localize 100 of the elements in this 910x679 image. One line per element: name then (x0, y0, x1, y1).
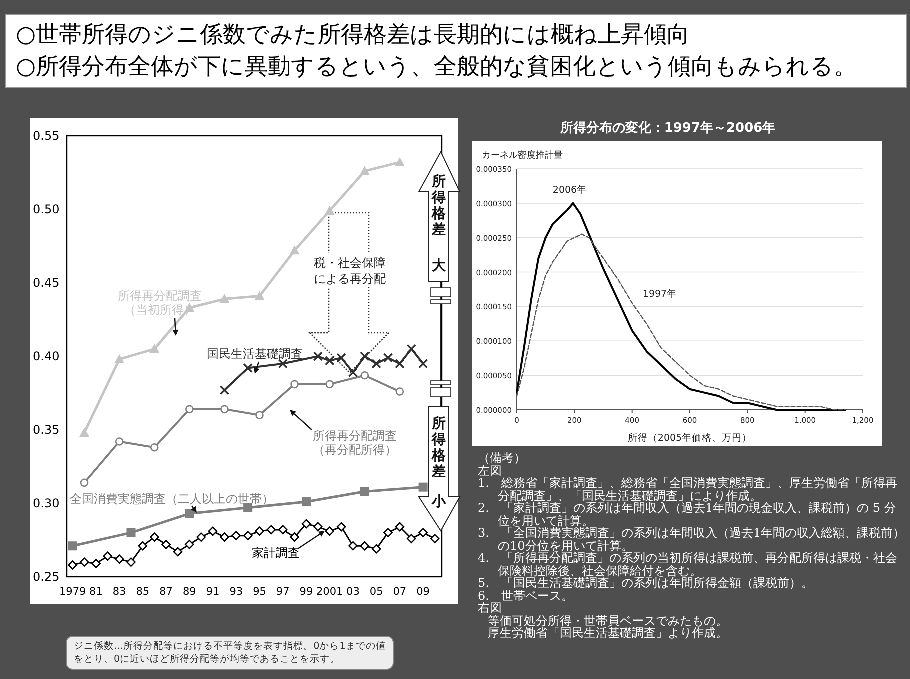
point (325, 526, 334, 536)
point (138, 541, 148, 551)
point (114, 354, 125, 364)
x-tick-label: 87 (160, 586, 173, 598)
point (372, 358, 382, 369)
point (360, 166, 370, 176)
point (150, 443, 159, 452)
y-tick-label: 0.55 (33, 129, 60, 143)
point (326, 380, 334, 389)
point (302, 498, 311, 507)
y-tick-label: 0.45 (33, 276, 60, 290)
point (80, 428, 90, 437)
point (208, 526, 218, 536)
point (220, 294, 230, 304)
point (80, 558, 90, 567)
point (396, 388, 404, 396)
x-tick-label: 85 (136, 586, 150, 598)
point (336, 353, 346, 363)
point (406, 344, 417, 354)
point (290, 246, 300, 255)
point (150, 532, 160, 542)
point (68, 542, 78, 551)
point (255, 526, 264, 536)
point (80, 478, 89, 488)
point (243, 531, 253, 540)
point (186, 405, 194, 414)
point (290, 532, 300, 542)
point (418, 358, 428, 369)
point (232, 531, 242, 540)
point (372, 544, 382, 554)
x-axis-title: 所得（2005年価格、万円） (628, 432, 752, 444)
point (220, 385, 230, 396)
x-tick-label: 91 (206, 586, 220, 598)
point (360, 371, 370, 380)
point (418, 528, 428, 538)
point (324, 206, 335, 215)
x-tick-label: 95 (253, 586, 266, 598)
text: 6. 世帯ベース。 (478, 588, 574, 602)
point (278, 358, 288, 369)
text: 所得再分配調査（再分配所得） (313, 429, 397, 457)
point (185, 509, 194, 518)
point (360, 352, 370, 362)
series-label: 1997年 (642, 288, 678, 300)
point (313, 352, 324, 362)
text: 厚生労働省「国民生活基礎調査」より作成。 (487, 626, 729, 640)
point (406, 534, 416, 544)
annotation: 税・社会保障による再分配 (314, 256, 386, 286)
y-tick-label: 0.25 (33, 570, 60, 584)
point (266, 525, 276, 535)
series-label: 全国消費実態調査（二人以上の世帯） (70, 492, 274, 506)
point (173, 547, 183, 557)
point (150, 344, 160, 354)
chart-title: 所得分布の変化：1997年～2006年 (559, 120, 776, 136)
point (114, 554, 124, 564)
point (336, 522, 346, 532)
series-label: 2006年 (552, 184, 588, 196)
point (256, 411, 264, 420)
point (126, 558, 136, 567)
series-label: 家計調査 (252, 546, 300, 560)
x-tick-label: 05 (370, 586, 384, 598)
text: 3. 「全国消費実態調査」の系列は年間収入（過去1年間の収入総額、課税前）の10分位を用いて計算。 (478, 526, 906, 552)
y-axis-title: カーネル密度推計量 (482, 150, 563, 161)
x-tick-label: 1979 (59, 586, 86, 598)
point (314, 522, 323, 532)
series-label: 国民生活基礎調査 (207, 347, 303, 361)
x-tick-label: 99 (300, 586, 314, 598)
text: 等価可処分所得・世帯員ベースでみたもの。 (487, 614, 729, 628)
point (92, 559, 101, 568)
point (103, 552, 113, 562)
point (395, 522, 405, 532)
text: 4. 「所得再分配調査」の系列の当初所得は課税前、再分配所得は課税・社会保険料控除後、社会保障給付を含む。 (478, 551, 898, 578)
x-tick-label: 2001 (316, 586, 344, 598)
x-tick-label: 09 (416, 586, 430, 598)
point (278, 525, 288, 535)
text: ○世帯所得のジニ係数でみた所得格差は長期的には概ね上昇傾向 (16, 21, 692, 50)
point (418, 482, 428, 492)
x-tick-label: 83 (112, 586, 126, 598)
y-tick-label: 0.35 (33, 423, 60, 437)
point (126, 528, 136, 538)
point (348, 368, 358, 378)
point (243, 363, 253, 374)
point (162, 540, 171, 550)
point (430, 534, 440, 544)
point (302, 519, 312, 529)
text: （備考） (478, 451, 527, 465)
text: 右図 (478, 601, 503, 615)
point (220, 532, 230, 542)
point (115, 438, 124, 446)
point (290, 380, 299, 389)
line-series (516, 202, 847, 411)
x-tick-label: 97 (276, 586, 290, 598)
x-tick-label: 03 (346, 586, 360, 598)
point (383, 353, 394, 363)
x-tick-label: 07 (393, 586, 407, 598)
text: ジニ係数…所得分配等における不平等度を表す指標。0から1までの値をとり、0に近いほど所得分配等が均等であることを示す。 (66, 636, 394, 670)
point (254, 291, 265, 300)
point (360, 541, 370, 551)
point (360, 487, 370, 496)
y-tick-label: 0.40 (33, 350, 60, 364)
point (395, 358, 405, 369)
